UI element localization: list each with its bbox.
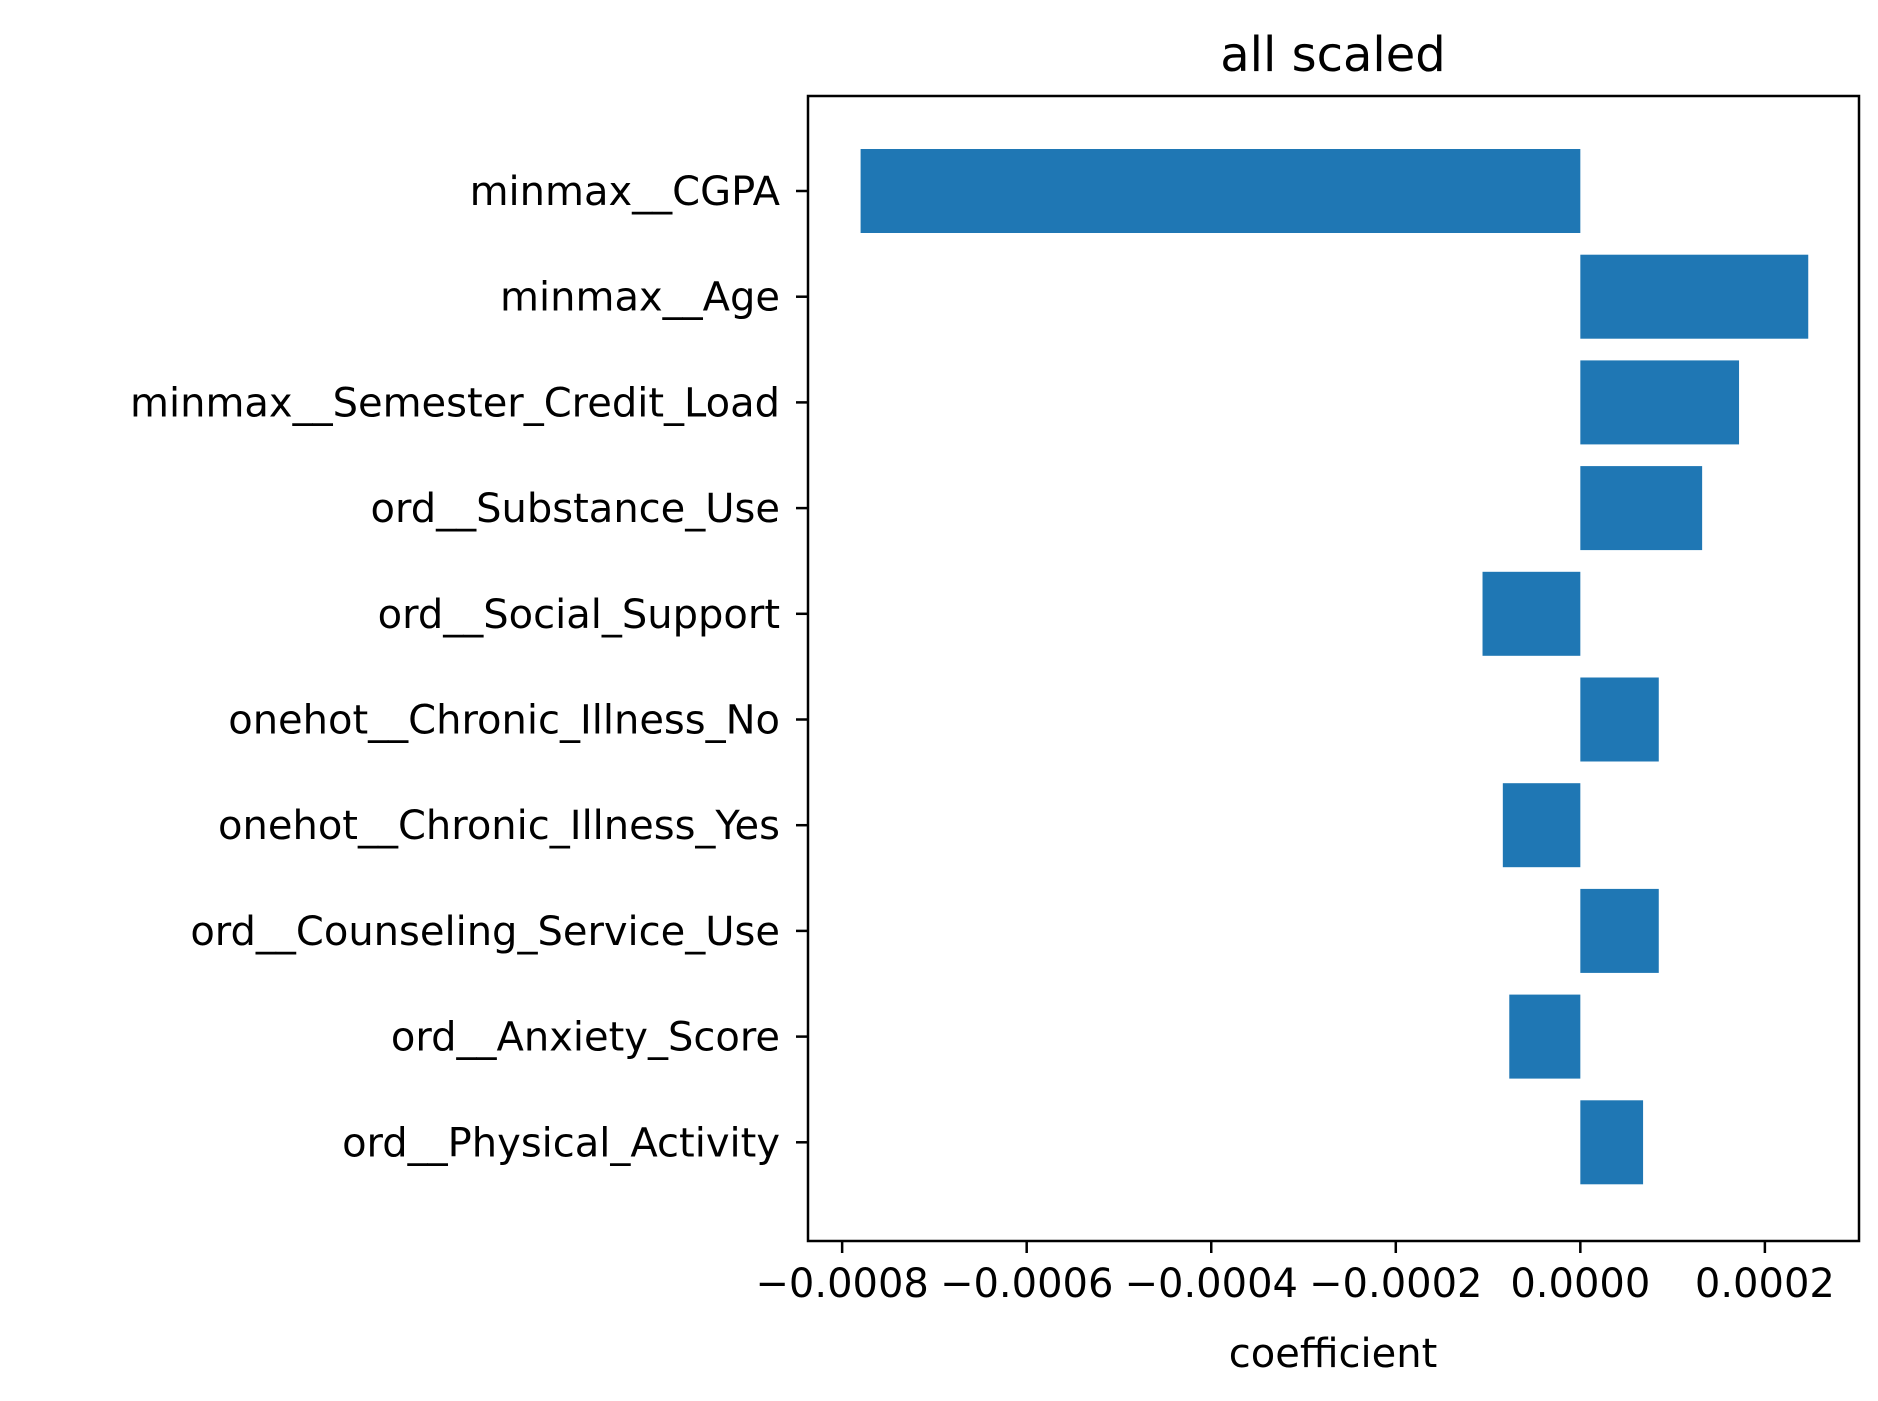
y-tick-label: ord__Counseling_Service_Use [190, 909, 780, 955]
bar-ord__Physical_Activity [1580, 1100, 1644, 1185]
bars-group [860, 149, 1809, 1185]
y-tick-label: onehot__Chronic_Illness_Yes [218, 803, 780, 849]
y-tick-label: ord__Social_Support [378, 592, 780, 638]
y-tick-label: ord__Physical_Activity [342, 1120, 780, 1166]
plot-frame [806, 94, 1861, 1243]
y-tick-label: ord__Substance_Use [371, 486, 780, 532]
bar-minmax__Age [1580, 254, 1809, 339]
bar-ord__Social_Support [1482, 571, 1581, 656]
bar-minmax__Semester_Credit_Load [1580, 360, 1740, 445]
y-tick-label: minmax__CGPA [470, 169, 781, 215]
y-tick-label: minmax__Semester_Credit_Load [130, 380, 780, 426]
y-tick-label: minmax__Age [500, 275, 780, 321]
bar-ord__Substance_Use [1580, 466, 1703, 551]
x-tick-label: −0.0004 [1124, 1261, 1297, 1307]
x-tick-label: −0.0002 [1309, 1261, 1482, 1307]
y-axis-ticks: minmax__CGPA minmax__Age minmax__Semester_… [130, 169, 808, 1166]
x-tick-label: −0.0006 [940, 1261, 1113, 1307]
bar-ord__Counseling_Service_Use [1580, 888, 1659, 973]
y-tick-label: ord__Anxiety_Score [391, 1015, 780, 1061]
x-tick-label: 0.0000 [1510, 1261, 1650, 1307]
x-axis-label: coefficient [1229, 1331, 1438, 1377]
bar-minmax__CGPA [860, 149, 1581, 233]
x-axis-ticks: −0.0008 −0.0006 −0.0004 −0.0002 0.0000 0.0002 [755, 1241, 1835, 1307]
bar-ord__Anxiety_Score [1509, 994, 1581, 1079]
bar-onehot__Chronic_Illness_No [1580, 677, 1659, 762]
bar-onehot__Chronic_Illness_Yes [1502, 783, 1581, 868]
chart-title: all scaled [1220, 27, 1446, 83]
y-tick-label: onehot__Chronic_Illness_No [228, 698, 780, 744]
x-tick-label: 0.0002 [1695, 1261, 1835, 1307]
x-tick-label: −0.0008 [755, 1261, 928, 1307]
